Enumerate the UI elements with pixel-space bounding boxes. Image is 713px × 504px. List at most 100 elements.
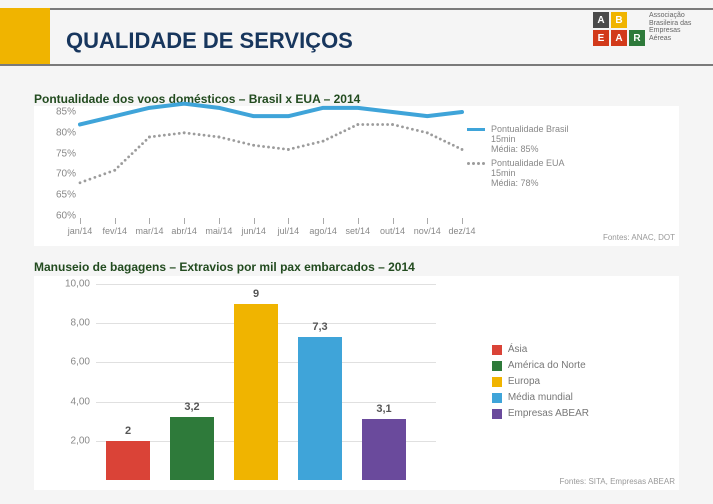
logo-tile-a2: A [611,30,627,46]
chart1-y-tick: 85% [40,107,76,118]
line-chart-punctuality: 85%80%75%70%65%60% jan/14fev/14mar/14abr… [34,106,679,246]
chart2-legend-swatch [492,345,502,355]
chart1-series-dot [134,149,137,152]
chart1-series-dot [117,166,120,169]
chart1-series-dot [113,169,116,172]
chart1-x-tickmark [323,218,324,224]
chart1-series-dot [218,136,221,139]
chart1-x-tickmark [393,218,394,224]
chart1-x-tickmark [462,218,463,224]
chart1-series-dot [277,147,280,150]
logo-text: Associação Brasileira das Empresas Aérea… [649,12,699,43]
chart1-series-dot [376,123,379,126]
legend-label: Pontualidade Brasil 15min [491,124,591,144]
chart1-series-dot [317,141,320,144]
chart1-x-tick: ago/14 [309,226,337,236]
chart2-y-tick: 8,00 [52,318,90,329]
chart2-legend-swatch [492,393,502,403]
chart1-series-dot [411,128,414,131]
chart1-series-dot [232,139,235,142]
chart1-series-dot [163,134,166,137]
chart1-series-dot [153,135,156,138]
chart1-series-dot [386,123,389,126]
chart1-series-dot [330,136,333,139]
chart1-series-dot [307,143,310,146]
chart1-series-dot [297,146,300,149]
chart1-y-tick: 70% [40,169,76,180]
chart2-legend-swatch [492,377,502,387]
chart1-series-dot [262,145,265,148]
chart1-series-dot [391,123,394,126]
chart1-series-dot [120,162,123,165]
chart1-x-tickmark [115,218,116,224]
chart1-series-dot [343,129,346,132]
chart2-legend-item: Empresas ABEAR [492,408,589,419]
chart1-series-dot [89,178,92,181]
chart1-series-dot [173,133,176,136]
chart1-x-tickmark [219,218,220,224]
chart2-bar-value-label: 9 [253,288,259,300]
header-rule-bottom [0,64,713,66]
bar-chart-baggage: 10,008,006,004,002,00 23,297,33,1 ÁsiaAm… [34,276,679,490]
chart1-series-dot [247,143,250,146]
chart1-x-tickmark [80,218,81,224]
chart1-series-dot [188,132,191,135]
chart2-bar-value-label: 3,2 [184,401,199,413]
chart1-series-dot [103,172,106,175]
chart1-series-dot [322,140,325,143]
chart1-x-tickmark [254,218,255,224]
chart1-series-dot [371,123,374,126]
chart1-x-tick: set/14 [346,226,371,236]
chart1-y-tick: 80% [40,127,76,138]
chart1-series-dot [421,130,424,133]
chart1-series-dot [352,125,355,128]
chart1-series-dot [366,123,369,126]
chart1-series-dot [108,171,111,174]
chart1-series-dot [178,132,181,135]
chart1-series-dot [302,144,305,147]
header-accent-band [0,8,50,66]
chart1-series-dot [456,146,459,149]
abear-logo: A B E A R Associação Brasileira das Empr… [593,12,699,46]
legend-swatch-dots [467,158,485,168]
chart1-series-dot [406,127,409,130]
chart1-series-dot [439,138,442,141]
chart1-series-dot [287,148,290,151]
chart1-source: Fontes: ANAC, DOT [603,233,675,242]
chart1-series-dot [356,123,359,126]
chart2-source: Fontes: SITA, Empresas ABEAR [560,477,675,486]
chart2-legend-item: Europa [492,376,589,387]
chart1-series-dot [148,136,151,139]
chart1-series-dot [361,123,364,126]
chart2-bar [298,337,342,480]
logo-tile-b: B [611,12,627,28]
chart1-series-dot [282,147,285,150]
chart1-series-dot [183,131,186,134]
chart1-x-tick: nov/14 [414,226,441,236]
chart1-series-dot [198,133,201,136]
header-rule-top [0,8,713,10]
chart2-bar-value-label: 2 [125,425,131,437]
chart1-series-dot [203,134,206,137]
chart1-svg [80,112,462,216]
chart1-x-tick: jul/14 [278,226,300,236]
chart1-series-dot [381,123,384,126]
legend-item-eua: Pontualidade EUA 15min Média: 78% [467,158,591,188]
chart1-series-dot [168,133,171,136]
legend-avg: Média: 78% [491,178,591,188]
chart2-bar [234,304,278,480]
chart1-x-tickmark [427,218,428,224]
chart2-y-tick: 4,00 [52,396,90,407]
chart1-series-dot [193,133,196,136]
chart1-series-dot [93,176,96,179]
chart1-series-dot [430,133,433,136]
chart1-x-tickmark [288,218,289,224]
chart1-series-dot [448,142,451,145]
chart2-legend-label: Europa [508,376,540,387]
logo-tile-r: R [629,30,645,46]
chart1-series-dot [326,138,329,141]
logo-tile-a1: A [593,12,609,28]
chart1-series-dot [452,144,455,147]
chart2-legend-label: América do Norte [508,360,586,371]
chart2-y-tick: 2,00 [52,435,90,446]
